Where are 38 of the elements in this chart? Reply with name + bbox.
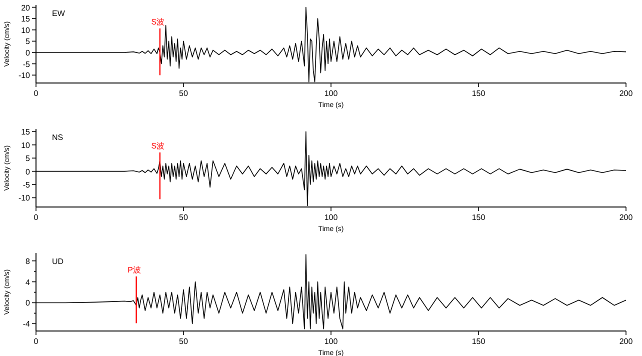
ref-line-label: P波 — [128, 265, 141, 274]
y-tick-label: 0 — [26, 48, 31, 58]
y-tick-label: -10 — [18, 194, 31, 203]
y-tick-label: 8 — [26, 256, 31, 266]
ref-line-label: S波 — [151, 141, 165, 150]
text: UD — [52, 257, 64, 266]
x-tick-label: 200 — [619, 89, 634, 98]
x-tick-label: 150 — [472, 337, 486, 346]
y-tick-label: 0 — [26, 167, 31, 176]
y-tick-label: 20 — [21, 3, 31, 12]
x-tick-label: 50 — [179, 337, 188, 346]
y-tick-label: 5 — [26, 154, 31, 164]
x-tick-label: 100 — [324, 89, 338, 98]
x-tick-label: 200 — [619, 213, 634, 222]
y-tick-label: -5 — [22, 60, 31, 69]
y-tick-label: -4 — [22, 320, 31, 329]
y-tick-label: 0 — [26, 298, 31, 308]
ref-line-label: S波 — [151, 17, 165, 26]
y-tick-label: 15 — [21, 128, 31, 137]
y-tick-label: -5 — [22, 180, 31, 190]
x-tick-label: 0 — [34, 213, 39, 222]
x-tick-label: 150 — [472, 213, 486, 222]
y-tick-label: 10 — [21, 26, 31, 35]
text: EW — [52, 9, 66, 18]
y-tick-label: -10 — [18, 71, 31, 80]
x-tick-label: 150 — [472, 89, 486, 98]
x-tick-label: 200 — [619, 337, 634, 346]
y-tick-label: 10 — [21, 140, 31, 150]
x-tick-label: 50 — [179, 89, 188, 98]
y-tick-label: 15 — [21, 14, 31, 24]
x-tick-label: 50 — [179, 213, 188, 222]
x-tick-label: 0 — [34, 337, 39, 346]
x-tick-label: 0 — [34, 89, 39, 98]
y-tick-label: 5 — [26, 37, 31, 46]
x-tick-label: 100 — [324, 213, 338, 222]
x-tick-label: 100 — [324, 337, 338, 346]
y-tick-label: 4 — [26, 278, 31, 287]
text: NS — [52, 133, 64, 142]
